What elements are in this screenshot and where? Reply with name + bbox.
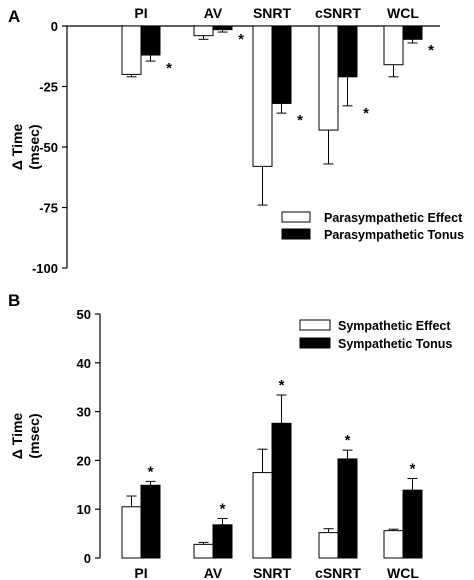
significance-marker: * xyxy=(148,463,154,480)
significance-marker: * xyxy=(297,112,303,129)
category-label: SNRT xyxy=(253,565,292,580)
y-tick-label: 0 xyxy=(51,19,58,34)
legend-swatch xyxy=(299,337,331,349)
significance-marker: * xyxy=(363,105,369,122)
bar-tonus xyxy=(337,25,358,78)
legend-label: Parasympathetic Effect xyxy=(324,211,463,225)
y-tick-label: 50 xyxy=(77,307,91,322)
legend: Sympathetic Effect Sympathetic Tonus xyxy=(299,319,452,351)
y-tick-label: 0 xyxy=(84,551,91,566)
significance-marker: * xyxy=(238,31,244,48)
y-tick-label: 30 xyxy=(77,405,91,420)
category-label: WCL xyxy=(387,565,419,580)
y-tick-label: -100 xyxy=(32,261,58,276)
bar-tonus xyxy=(337,458,358,559)
category-label: cSNRT xyxy=(315,565,361,580)
y-tick-label: -75 xyxy=(39,201,58,216)
category-label: SNRT xyxy=(253,5,292,21)
category-label: PI xyxy=(134,5,147,21)
bar-tonus xyxy=(140,25,161,56)
legend-label: Parasympathetic Tonus xyxy=(324,228,464,242)
significance-marker: * xyxy=(428,42,434,59)
y-tick-label: 10 xyxy=(77,502,91,517)
significance-marker: * xyxy=(166,60,172,77)
category-label: cSNRT xyxy=(315,5,361,21)
category-label: WCL xyxy=(387,5,419,21)
significance-marker: * xyxy=(279,377,285,394)
legend: Parasympathetic Effect Parasympathetic To… xyxy=(281,211,464,242)
legend-swatch xyxy=(281,211,311,223)
significance-marker: * xyxy=(345,432,351,449)
bar-effect xyxy=(121,506,142,559)
chart-panel-a: A Δ Time(msec) 0 -25 -50 -75 -100 PI AV SNRT cSNRT… xyxy=(8,5,464,276)
bar-effect xyxy=(252,472,273,559)
category-label: AV xyxy=(204,5,223,21)
y-tick-label: 20 xyxy=(77,453,91,468)
bar-effect xyxy=(318,532,339,559)
category-label: AV xyxy=(204,565,223,580)
y-tick-label: -25 xyxy=(39,80,58,95)
legend-label: Sympathetic Effect xyxy=(338,319,451,333)
y-axis-label: Δ Time(msec) xyxy=(9,413,42,460)
bar-tonus xyxy=(212,25,233,31)
panel-label: B xyxy=(8,291,20,310)
legend-swatch xyxy=(281,228,311,240)
y-tick-label: 40 xyxy=(77,356,91,371)
bar-effect xyxy=(318,25,339,131)
bar-tonus xyxy=(402,489,423,559)
category-label: PI xyxy=(134,565,147,580)
y-tick-label: -50 xyxy=(39,140,58,155)
bar-tonus xyxy=(271,25,292,104)
bar-tonus xyxy=(271,422,292,559)
significance-marker: * xyxy=(220,500,226,517)
panel-label: A xyxy=(8,7,20,26)
bar-tonus xyxy=(212,524,233,559)
significance-marker: * xyxy=(410,460,416,477)
legend-swatch xyxy=(299,319,331,331)
bar-tonus xyxy=(402,25,423,40)
bar-effect xyxy=(193,543,214,559)
bar-effect xyxy=(121,25,142,75)
bar-tonus xyxy=(140,484,161,559)
y-axis-label: Δ Time(msec) xyxy=(9,124,42,171)
bar-effect xyxy=(252,25,273,167)
chart-panel-b: B Δ Time(msec) 0 10 20 30 40 50 PI AV SNRT cSNRT WCL… xyxy=(8,291,452,580)
bar-effect xyxy=(383,25,404,66)
legend-label: Sympathetic Tonus xyxy=(338,337,452,351)
bar-effect xyxy=(193,25,214,37)
bar-effect xyxy=(383,530,404,559)
